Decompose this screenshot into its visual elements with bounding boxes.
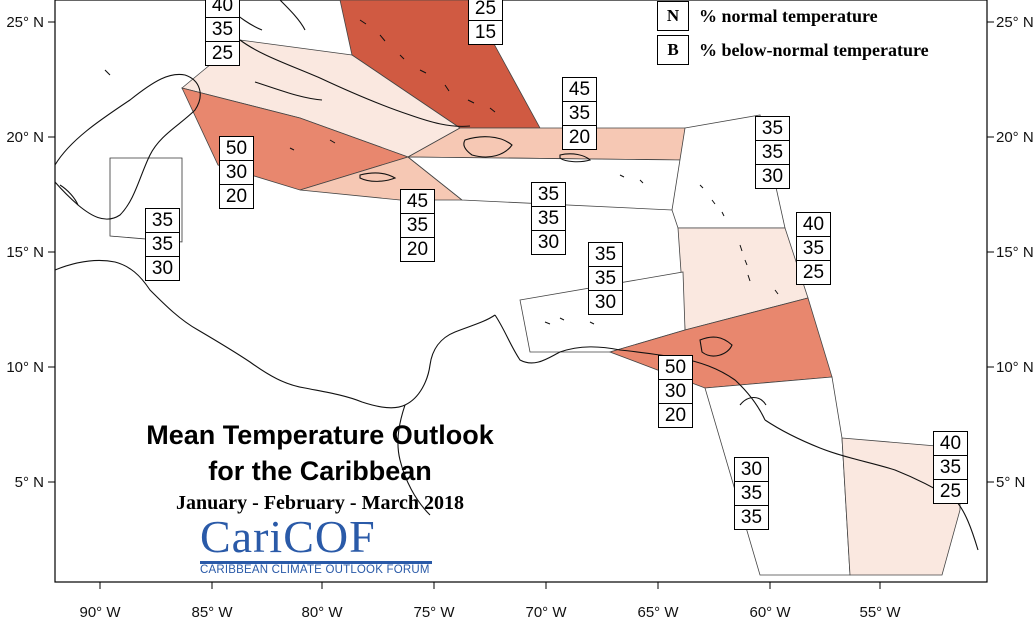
stack-value: 30 — [761, 166, 784, 187]
region-stack-belize: 35 35 30 — [145, 208, 180, 281]
lon-label: 80° W — [301, 604, 343, 621]
lon-label: 55° W — [859, 604, 901, 621]
region-stack-cuba: 40 35 25 — [205, 0, 240, 66]
stack-value: 50 — [220, 137, 253, 161]
stack-value: 40 — [934, 432, 967, 456]
small-islands — [229, 19, 779, 325]
caricof-logo: CariCOF CARIBBEAN CLIMATE OUTLOOK FORUM — [200, 514, 440, 576]
stack-value: 30 — [659, 380, 692, 404]
stack-value: 35 — [756, 141, 789, 165]
legend-key-below: B — [657, 35, 689, 65]
stack-value: 25 — [802, 262, 825, 283]
region-stack-central: 35 35 30 — [531, 182, 566, 255]
stack-value: 40 — [797, 213, 830, 237]
logo-name-part2: COF — [283, 511, 376, 562]
legend-normal: N % normal temperature — [657, 1, 878, 31]
stack-value: 35 — [401, 214, 434, 238]
stack-value: 20 — [406, 239, 429, 260]
stack-value: 35 — [532, 183, 565, 207]
logo-name-part1: Cari — [200, 511, 284, 562]
stack-value: 35 — [756, 117, 789, 141]
region-stack-bahamas: 25 15 — [468, 0, 503, 45]
stack-value: 35 — [206, 18, 239, 42]
latitude-labels-left: 25° N 20° N 15° N 10° N 5° N — [6, 14, 44, 491]
stack-value: 15 — [474, 22, 497, 43]
stack-value: 35 — [563, 102, 596, 126]
region-stack-abc: 35 35 30 — [588, 242, 623, 315]
stack-value: 30 — [151, 258, 174, 279]
stack-value: 35 — [589, 243, 622, 267]
stack-value: 50 — [659, 356, 692, 380]
lon-label: 60° W — [749, 604, 791, 621]
lon-label: 90° W — [79, 604, 121, 621]
region-stack-western-cuba: 50 30 20 — [219, 136, 254, 209]
stack-value: 25 — [469, 0, 502, 21]
stack-value: 35 — [740, 507, 763, 528]
lat-label: 20° N — [6, 129, 44, 146]
lat-label: 10° N — [996, 359, 1034, 376]
stack-value: 20 — [664, 405, 687, 426]
stack-value: 35 — [532, 207, 565, 231]
lat-label: 15° N — [996, 244, 1034, 261]
logo-subtitle: CARIBBEAN CLIMATE OUTLOOK FORUM — [200, 564, 430, 576]
logo-rule — [200, 561, 432, 564]
stack-value: 35 — [589, 267, 622, 291]
region-stack-hispaniola: 45 35 20 — [562, 77, 597, 150]
region-stack-windward: 40 35 25 — [796, 212, 831, 285]
stack-value: 20 — [225, 186, 248, 207]
stack-value: 20 — [568, 127, 591, 148]
region-stack-guyana: 30 35 35 — [734, 457, 769, 530]
lat-label: 25° N — [996, 14, 1034, 31]
lat-label: 10° N — [6, 359, 44, 376]
lat-label: 5° N — [996, 474, 1025, 491]
map-title-line2: for the Caribbean — [208, 456, 432, 486]
stack-value: 35 — [146, 233, 179, 257]
stack-value: 40 — [206, 0, 239, 18]
lat-label: 25° N — [6, 14, 44, 31]
map-period: January - February - March 2018 — [176, 492, 464, 514]
region-belize — [109, 157, 183, 243]
lat-label: 20° N — [996, 129, 1034, 146]
lon-label: 70° W — [525, 604, 567, 621]
stack-value: 35 — [735, 482, 768, 506]
latitude-labels-right: 25° N 20° N 15° N 10° N 5° N — [996, 14, 1034, 491]
stack-value: 30 — [735, 458, 768, 482]
legend-below-normal: B % below-normal temperature — [657, 35, 929, 65]
lon-label: 85° W — [191, 604, 233, 621]
stack-value: 35 — [797, 237, 830, 261]
legend-key-normal: N — [657, 1, 689, 31]
stack-value: 35 — [146, 209, 179, 233]
lat-label: 5° N — [15, 474, 44, 491]
stack-value: 25 — [211, 43, 234, 64]
region-stack-suriname: 40 35 25 — [933, 431, 968, 504]
lon-label: 75° W — [413, 604, 455, 621]
legend-text-below: % below-normal temperature — [699, 39, 929, 60]
longitude-labels: 90° W 85° W 80° W 75° W 70° W 65° W 60° … — [79, 604, 901, 621]
lon-label: 65° W — [637, 604, 679, 621]
logo-wordmark: CariCOF — [200, 514, 440, 560]
lat-label: 15° N — [6, 244, 44, 261]
stack-value: 35 — [934, 456, 967, 480]
region-stack-leeward: 35 35 30 — [755, 116, 790, 189]
stack-value: 45 — [563, 78, 596, 102]
stack-value: 30 — [537, 232, 560, 253]
stack-value: 30 — [220, 161, 253, 185]
map-title-line1: Mean Temperature Outlook — [146, 420, 494, 450]
legend-text-normal: % normal temperature — [699, 5, 878, 26]
stack-value: 45 — [401, 190, 434, 214]
stack-value: 30 — [594, 292, 617, 313]
axis-ticks — [48, 21, 994, 589]
region-stack-trinidad: 50 30 20 — [658, 355, 693, 428]
region-stack-jamaica: 45 35 20 — [400, 189, 435, 262]
stack-value: 25 — [939, 481, 962, 502]
